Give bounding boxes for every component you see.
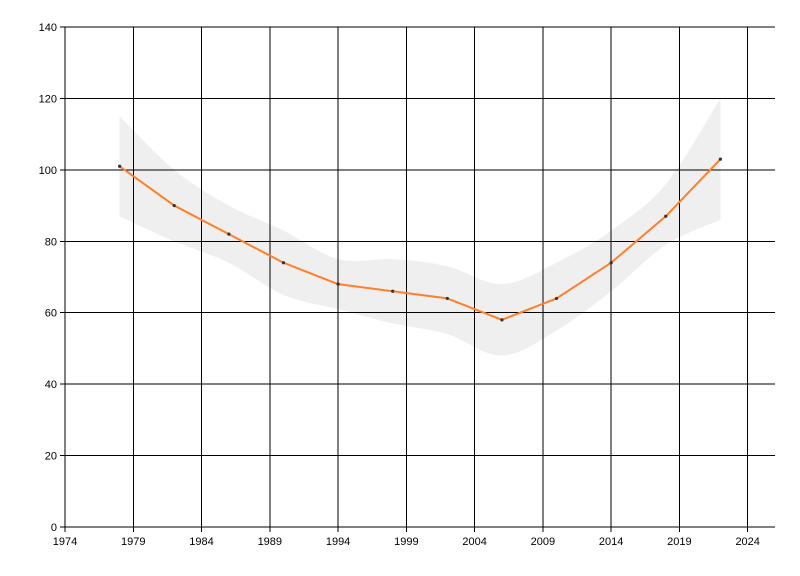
data-point [609,261,613,265]
data-point [172,203,176,208]
x-tick-label: 1979 [121,536,145,548]
series-layer [118,157,722,322]
x-tick-label: 1974 [53,536,77,548]
data-point [391,289,395,293]
x-tick-label: 1984 [189,536,213,548]
x-tick-label: 1994 [326,536,350,548]
data-point [664,214,668,218]
confidence-band-layer [119,98,721,356]
axis-layer [60,26,775,532]
y-tick-label: 140 [39,22,57,34]
x-tick-label: 2014 [599,536,623,548]
x-tick-label: 2009 [531,536,555,548]
x-tick-label: 2004 [462,536,486,548]
data-point [718,157,722,161]
y-tick-label: 20 [45,451,57,463]
data-point [336,282,340,286]
x-tick-label: 1999 [394,536,418,548]
confidence-band [119,98,721,356]
grid-layer [65,26,775,527]
data-point [500,318,504,322]
y-tick-label: 100 [39,165,57,177]
series-line [119,158,722,321]
y-tick-label: 60 [45,308,57,320]
data-point [281,261,286,265]
data-point [554,296,559,301]
x-tick-label: 1989 [258,536,282,548]
data-point [118,164,122,168]
y-tick-label: 80 [45,236,57,248]
x-tick-label: 2024 [735,536,759,548]
y-tick-label: 40 [45,379,57,391]
data-point [445,296,449,301]
tick-label-layer: 0 20 40 60 80 100 120 140 1974 1979 1984 1989 1994 19… [39,22,760,548]
y-tick-label: 120 [39,93,57,105]
y-tick-label: 0 [51,522,57,534]
data-point [227,232,231,236]
x-tick-label: 2019 [667,536,691,548]
